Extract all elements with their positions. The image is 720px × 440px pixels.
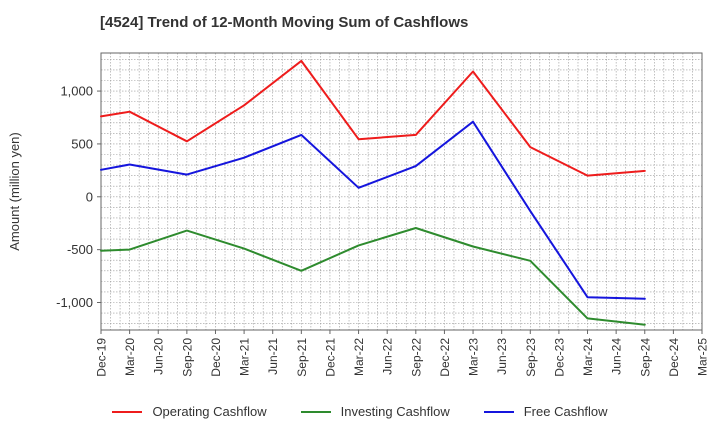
- x-tick-label: Dec-22: [438, 338, 452, 377]
- x-tick-label: Sep-24: [638, 338, 652, 377]
- x-tick-label: Sep-23: [524, 338, 538, 377]
- x-tick-label: Jun-23: [495, 338, 509, 375]
- legend-item-operating: Operating Cashflow: [112, 404, 267, 419]
- x-tick-label: Jun-24: [610, 338, 624, 375]
- series-line-investing: [100, 227, 646, 326]
- legend-item-investing: Investing Cashflow: [300, 404, 450, 419]
- series-line-free: [100, 120, 646, 300]
- x-tick-label: Sep-22: [409, 338, 423, 377]
- x-tick-label: Dec-19: [95, 338, 109, 377]
- x-tick-label: Mar-21: [238, 338, 252, 376]
- grid: [101, 53, 702, 330]
- legend-swatch-investing: [300, 410, 331, 413]
- legend-label-operating: Operating Cashflow: [152, 404, 267, 419]
- legend-item-free: Free Cashflow: [483, 404, 608, 419]
- x-tick-label: Sep-21: [295, 338, 309, 377]
- x-tick-label: Mar-25: [696, 338, 710, 376]
- axes: 1,000 500 0 -500 -1,000 Dec-19 Mar-20 Jun-20 Sep…: [56, 84, 709, 377]
- x-tick-label: Dec-24: [667, 338, 681, 377]
- series-lines: [100, 59, 646, 326]
- x-tick-label: Mar-20: [123, 338, 137, 376]
- y-tick-label: -1,000: [56, 295, 93, 310]
- plot-area: [100, 52, 703, 331]
- x-tick-label: Sep-20: [180, 338, 194, 377]
- legend-swatch-free: [483, 410, 514, 413]
- x-tick-label: Jun-21: [266, 338, 280, 375]
- y-tick-label: 0: [86, 189, 93, 204]
- legend-swatch-operating: [112, 410, 143, 413]
- series-line-operating: [100, 59, 646, 177]
- y-axis-label: Amount (million yen): [7, 132, 22, 251]
- y-tick-label: 1,000: [60, 84, 93, 99]
- legend: Operating Cashflow Investing Cashflow Fr…: [0, 404, 720, 419]
- x-tick-label: Dec-20: [209, 338, 223, 377]
- legend-label-free: Free Cashflow: [523, 404, 608, 419]
- x-tick-label: Jun-22: [381, 338, 395, 375]
- x-tick-label: Mar-23: [467, 338, 481, 376]
- x-tick-label: Mar-24: [581, 338, 595, 376]
- x-tick-label: Dec-21: [323, 338, 337, 377]
- y-tick-label: -500: [67, 242, 93, 257]
- y-tick-label: 500: [71, 136, 93, 151]
- legend-label-investing: Investing Cashflow: [340, 404, 450, 419]
- chart-title: [4524] Trend of 12-Month Moving Sum of C…: [100, 14, 469, 31]
- x-tick-label: Mar-22: [352, 338, 366, 376]
- x-tick-label: Dec-23: [552, 338, 566, 377]
- x-tick-label: Jun-20: [152, 338, 166, 375]
